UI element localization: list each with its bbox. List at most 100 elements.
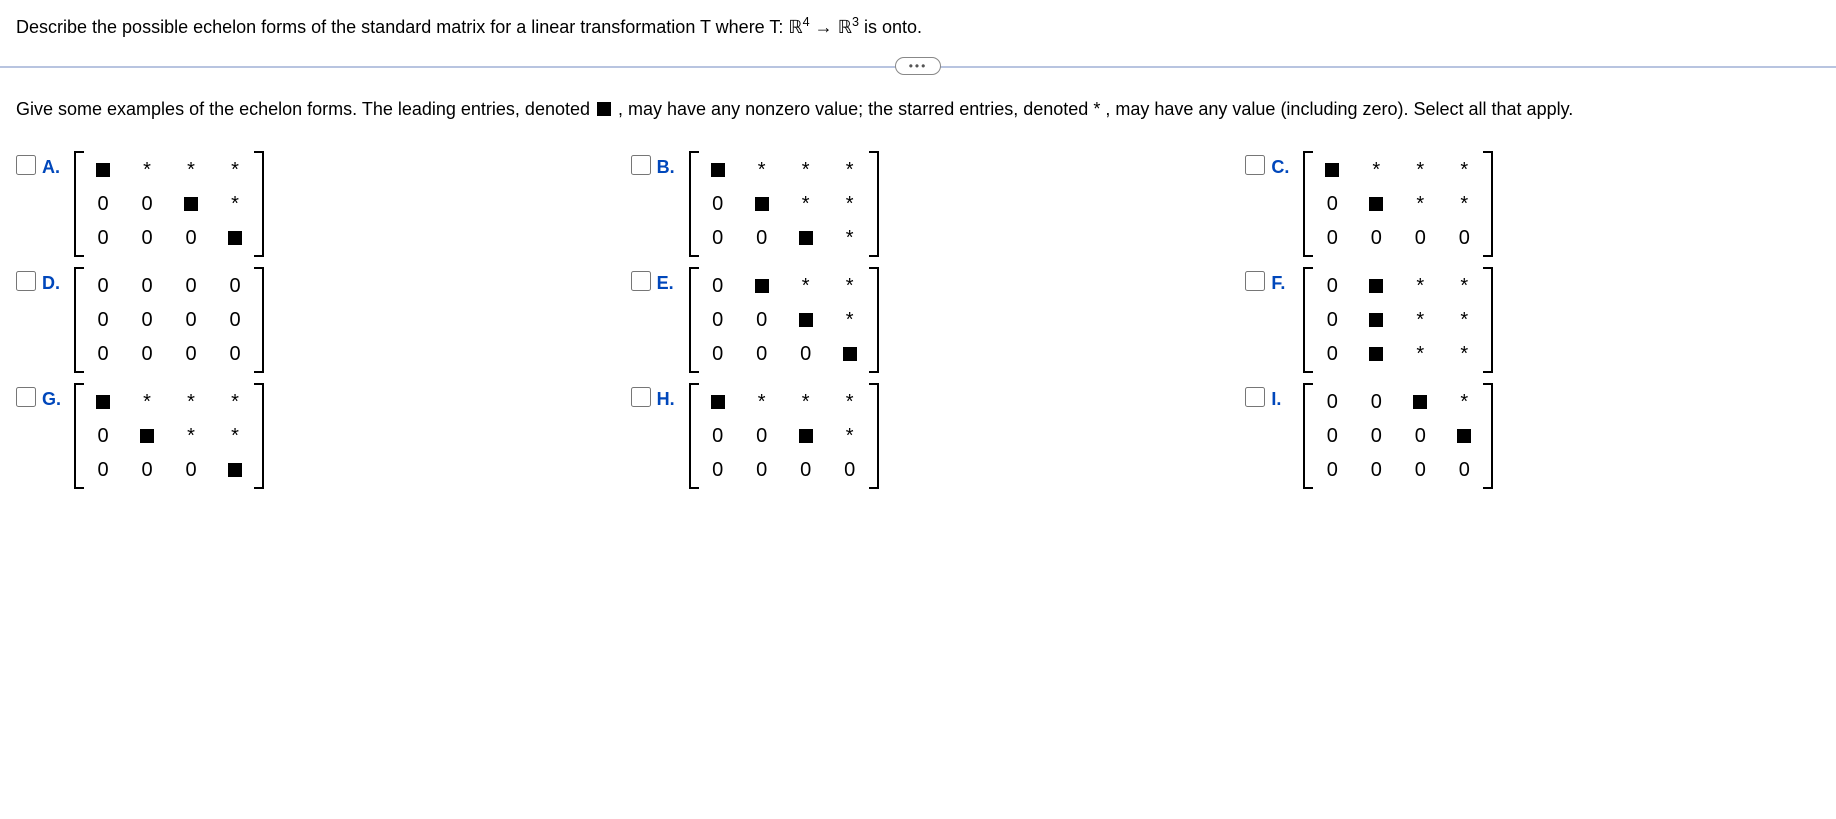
instr-p2: , may have any nonzero value; the starre… bbox=[618, 99, 1093, 119]
matrix-row: 000 bbox=[707, 343, 861, 365]
matrix-cell: 0 bbox=[180, 343, 202, 365]
matrix-row: *** bbox=[1321, 159, 1475, 181]
matrix: ***0**000 bbox=[74, 383, 264, 489]
option-checkbox[interactable] bbox=[631, 387, 651, 407]
option-checkbox[interactable] bbox=[631, 155, 651, 175]
option-label: H. bbox=[657, 389, 679, 410]
matrix-rows: ***00*000 bbox=[86, 155, 252, 253]
matrix-cell: 0 bbox=[1365, 459, 1387, 481]
matrix-cell: 0 bbox=[751, 459, 773, 481]
matrix-cell: * bbox=[136, 391, 158, 413]
matrix-cell: 0 bbox=[1321, 391, 1343, 413]
matrix-cell: 0 bbox=[751, 309, 773, 331]
bracket-right bbox=[869, 383, 879, 489]
matrix-cell: * bbox=[1453, 391, 1475, 413]
matrix-cell: 0 bbox=[180, 459, 202, 481]
matrix-cell: * bbox=[751, 391, 773, 413]
matrix-cell bbox=[1365, 309, 1387, 331]
matrix-row: 0** bbox=[1321, 309, 1475, 331]
option-checkbox[interactable] bbox=[16, 155, 36, 175]
matrix-cell: 0 bbox=[1409, 459, 1431, 481]
matrix-cell: * bbox=[795, 159, 817, 181]
leading-entry-icon bbox=[843, 347, 857, 361]
matrix-cell: * bbox=[180, 425, 202, 447]
leading-entry-icon bbox=[799, 429, 813, 443]
matrix-cell: * bbox=[1453, 343, 1475, 365]
option-f: F.0**0**0** bbox=[1245, 265, 1820, 373]
bracket-right bbox=[1483, 267, 1493, 373]
leading-entry-icon bbox=[1325, 163, 1339, 177]
matrix-cell: 0 bbox=[1321, 275, 1343, 297]
bracket-left bbox=[1303, 151, 1313, 257]
matrix-row: 0000 bbox=[1321, 459, 1475, 481]
matrix-cell: 0 bbox=[180, 227, 202, 249]
section-separator: ••• bbox=[0, 66, 1836, 68]
matrix-cell bbox=[707, 391, 729, 413]
matrix-row: 00* bbox=[707, 309, 861, 331]
matrix-cell: 0 bbox=[1365, 391, 1387, 413]
matrix-cell bbox=[1409, 391, 1431, 413]
leading-entry-icon bbox=[96, 395, 110, 409]
leading-entry-icon bbox=[755, 197, 769, 211]
bracket-left bbox=[1303, 267, 1313, 373]
leading-entry-icon bbox=[228, 231, 242, 245]
matrix-cell: * bbox=[795, 275, 817, 297]
option-a: A.***00*000 bbox=[16, 149, 591, 257]
q-arrow: → bbox=[815, 17, 833, 37]
bracket-left bbox=[689, 383, 699, 489]
matrix-cell: * bbox=[224, 391, 246, 413]
matrix-cell: 0 bbox=[751, 343, 773, 365]
matrix-row: *** bbox=[707, 391, 861, 413]
matrix-row: 0** bbox=[1321, 193, 1475, 215]
option-checkbox[interactable] bbox=[631, 271, 651, 291]
matrix-row: 0000 bbox=[92, 343, 246, 365]
matrix-cell: * bbox=[224, 425, 246, 447]
expand-button[interactable]: ••• bbox=[895, 57, 941, 75]
matrix-cell: 0 bbox=[1321, 343, 1343, 365]
option-checkbox[interactable] bbox=[1245, 271, 1265, 291]
option-label: A. bbox=[42, 157, 64, 178]
option-checkbox[interactable] bbox=[16, 387, 36, 407]
leading-entry-icon bbox=[1369, 347, 1383, 361]
leading-entry-icon bbox=[597, 102, 611, 116]
q-math-R2: ℝ bbox=[838, 17, 852, 37]
leading-entry-icon bbox=[228, 463, 242, 477]
matrix-cell bbox=[92, 391, 114, 413]
matrix-cell bbox=[795, 425, 817, 447]
matrix-cell: 0 bbox=[707, 275, 729, 297]
leading-entry-icon bbox=[140, 429, 154, 443]
option-checkbox[interactable] bbox=[1245, 155, 1265, 175]
matrix-rows: ***0**000 bbox=[86, 387, 252, 485]
matrix-cell: * bbox=[1453, 309, 1475, 331]
option-checkbox[interactable] bbox=[16, 271, 36, 291]
bracket-right bbox=[869, 267, 879, 373]
bracket-left bbox=[74, 151, 84, 257]
matrix-cell: 0 bbox=[707, 227, 729, 249]
option-label: D. bbox=[42, 273, 64, 294]
instr-p3: , may have any value (including zero). S… bbox=[1105, 99, 1573, 119]
matrix-row: *** bbox=[92, 391, 246, 413]
matrix-cell: 0 bbox=[751, 227, 773, 249]
matrix-cell: 0 bbox=[1321, 227, 1343, 249]
matrix-cell: * bbox=[224, 193, 246, 215]
matrix-cell: * bbox=[795, 391, 817, 413]
matrix-cell: * bbox=[1453, 275, 1475, 297]
matrix-cell bbox=[795, 309, 817, 331]
options-grid: A.***00*000B.***0**00*C.***0**0000D.0000… bbox=[16, 149, 1820, 491]
matrix-cell bbox=[751, 275, 773, 297]
matrix-cell: * bbox=[180, 159, 202, 181]
matrix-cell: 0 bbox=[92, 343, 114, 365]
matrix-cell: * bbox=[795, 193, 817, 215]
matrix-cell bbox=[136, 425, 158, 447]
matrix-cell: 0 bbox=[180, 275, 202, 297]
instruction-text: Give some examples of the echelon forms.… bbox=[16, 96, 1820, 123]
leading-entry-icon bbox=[1369, 279, 1383, 293]
bracket-right bbox=[869, 151, 879, 257]
matrix-cell: 0 bbox=[136, 343, 158, 365]
matrix-cell bbox=[180, 193, 202, 215]
matrix-cell bbox=[839, 343, 861, 365]
option-checkbox[interactable] bbox=[1245, 387, 1265, 407]
matrix-cell: 0 bbox=[707, 343, 729, 365]
q-exp-to: 3 bbox=[852, 15, 859, 29]
matrix: 0**0**0** bbox=[1303, 267, 1493, 373]
